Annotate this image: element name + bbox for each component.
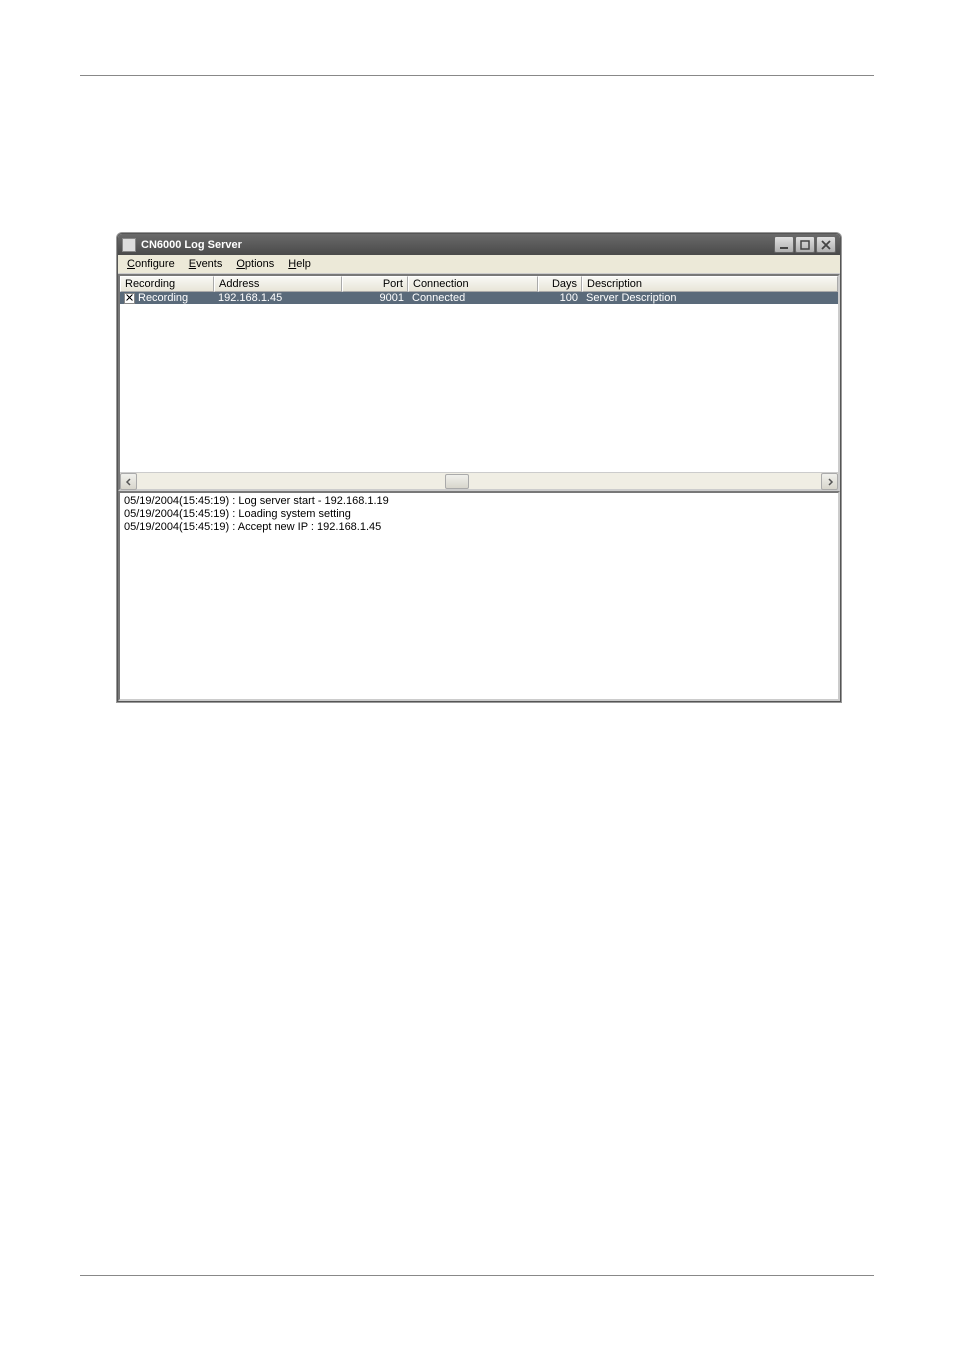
cell-address: 192.168.1.45: [214, 292, 342, 304]
cell-recording: Recording: [120, 292, 214, 304]
listview-body: Recording 192.168.1.45 9001 Connected 10…: [120, 292, 838, 472]
log-pane: 05/19/2004(15:45:19) : Log server start …: [118, 491, 840, 701]
recording-label: Recording: [138, 292, 188, 304]
chevron-left-icon: [125, 478, 133, 486]
col-address[interactable]: Address: [214, 276, 342, 292]
cell-connection: Connected: [408, 292, 538, 304]
window-title: CN6000 Log Server: [141, 239, 774, 251]
scroll-track[interactable]: [137, 473, 821, 489]
cell-days: 100: [538, 292, 582, 304]
app-window: CN6000 Log Server Configure Events Optio…: [117, 233, 841, 702]
col-port[interactable]: Port: [342, 276, 408, 292]
close-button[interactable]: [816, 236, 836, 253]
scroll-right-button[interactable]: [821, 473, 838, 490]
menu-configure[interactable]: Configure: [120, 257, 182, 271]
minimize-button[interactable]: [774, 236, 794, 253]
scroll-left-button[interactable]: [120, 473, 137, 490]
menubar: Configure Events Options Help: [118, 255, 840, 274]
recording-checkbox-icon: [124, 293, 135, 304]
menu-events[interactable]: Events: [182, 257, 230, 271]
close-icon: [821, 240, 831, 250]
document-page: CN6000 Log Server Configure Events Optio…: [80, 75, 874, 1276]
titlebar[interactable]: CN6000 Log Server: [118, 234, 840, 255]
cell-description: Server Description: [582, 292, 838, 304]
maximize-icon: [800, 240, 810, 250]
menu-help[interactable]: Help: [281, 257, 318, 271]
minimize-icon: [779, 240, 789, 250]
app-icon: [122, 238, 136, 252]
scroll-thumb[interactable]: [445, 474, 469, 489]
listview-header: Recording Address Port Connection Days D…: [120, 276, 838, 292]
window-controls: [774, 236, 836, 253]
log-line: 05/19/2004(15:45:19) : Accept new IP : 1…: [124, 521, 834, 534]
col-recording[interactable]: Recording: [120, 276, 214, 292]
listview-row[interactable]: Recording 192.168.1.45 9001 Connected 10…: [120, 292, 838, 304]
maximize-button[interactable]: [795, 236, 815, 253]
cell-port: 9001: [342, 292, 408, 304]
col-connection[interactable]: Connection: [408, 276, 538, 292]
log-line: 05/19/2004(15:45:19) : Log server start …: [124, 495, 834, 508]
log-line: 05/19/2004(15:45:19) : Loading system se…: [124, 508, 834, 521]
server-listview: Recording Address Port Connection Days D…: [118, 274, 840, 491]
col-days[interactable]: Days: [538, 276, 582, 292]
col-description[interactable]: Description: [582, 276, 838, 292]
chevron-right-icon: [826, 478, 834, 486]
menu-options[interactable]: Options: [229, 257, 281, 271]
horizontal-scrollbar: [120, 472, 838, 489]
